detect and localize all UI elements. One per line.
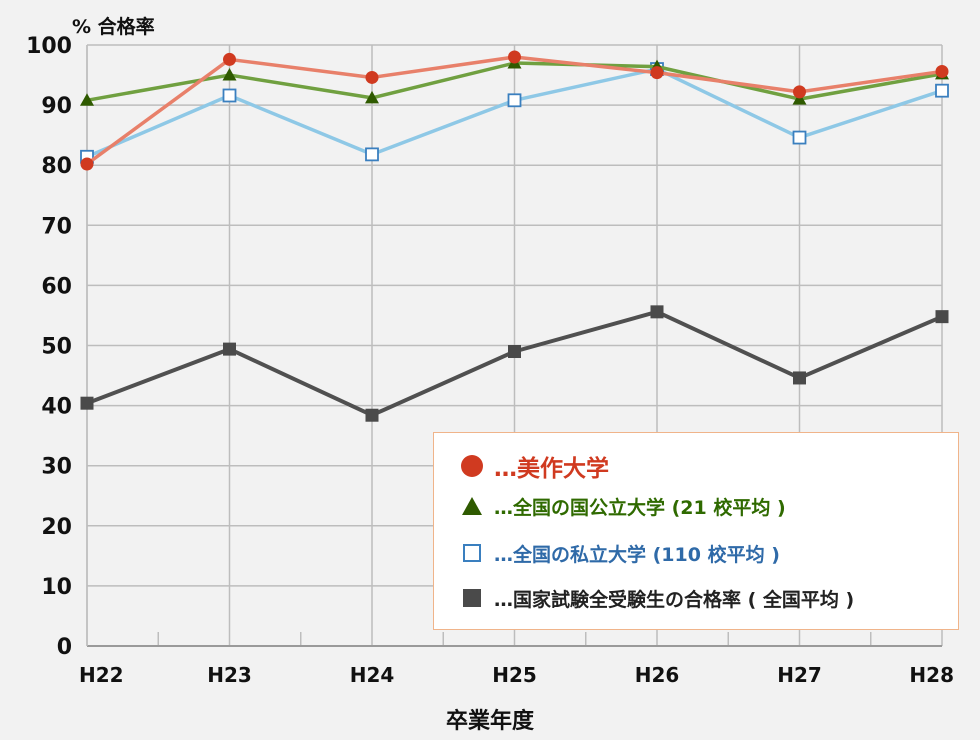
x-tick-label: H24 <box>350 663 395 687</box>
legend-label-mimasaka: …美作大学 <box>494 456 609 482</box>
x-tick-label: H26 <box>635 663 680 687</box>
y-tick-label: 90 <box>41 94 72 119</box>
y-tick-label: 80 <box>41 154 72 179</box>
data-point <box>935 64 949 78</box>
legend-item: …美作大学 <box>458 449 609 483</box>
data-point <box>650 305 664 319</box>
x-tick-label: H27 <box>777 663 822 687</box>
y-tick-label: 0 <box>57 635 72 660</box>
chart-axes: 0 10 20 30 40 50 60 70 80 90 100 H22 H23 H24 H25 H26 H27… <box>26 34 954 687</box>
y-axis-label: % 合格率 <box>72 15 155 38</box>
data-point <box>792 130 807 145</box>
data-point <box>508 345 521 359</box>
data-point <box>223 342 236 356</box>
legend-label-national-private: …全国の私立大学 (110 校平均 ) <box>494 543 780 566</box>
data-point <box>650 66 664 80</box>
data-point <box>365 70 379 84</box>
data-point <box>223 52 236 66</box>
x-tick-label: H28 <box>909 663 954 687</box>
y-tick-label: 100 <box>26 34 72 59</box>
legend-item: …国家試験全受験生の合格率 ( 全国平均 ) <box>458 584 854 612</box>
legend-label-national-public: …全国の国公立大学 (21 校平均 ) <box>494 496 786 519</box>
y-tick-label: 40 <box>41 395 72 420</box>
data-point <box>80 396 94 410</box>
square-marker-icon <box>458 584 486 612</box>
data-point <box>80 157 94 171</box>
data-point <box>365 147 379 162</box>
x-tick-label: H22 <box>79 663 124 687</box>
open-square-marker-icon <box>458 539 486 567</box>
data-point <box>508 50 521 64</box>
y-tick-label: 30 <box>41 455 72 480</box>
x-axis-label: 卒業年度 <box>446 708 535 734</box>
data-point <box>222 88 237 103</box>
data-point <box>222 68 237 81</box>
y-tick-label: 20 <box>41 515 72 540</box>
y-tick-label: 60 <box>41 274 72 299</box>
x-tick-label: H25 <box>492 663 537 687</box>
circle-marker-icon <box>458 452 486 480</box>
data-point <box>507 93 522 108</box>
data-point <box>793 85 806 99</box>
x-tick-label: H23 <box>207 663 252 687</box>
triangle-marker-icon <box>458 492 486 520</box>
y-tick-label: 10 <box>41 575 72 600</box>
data-point <box>793 371 806 385</box>
data-point <box>80 93 94 106</box>
y-tick-label: 70 <box>41 214 72 239</box>
chart-series <box>80 50 949 422</box>
data-point <box>935 83 949 98</box>
data-point <box>935 310 949 324</box>
legend-item: …全国の私立大学 (110 校平均 ) <box>458 539 780 567</box>
chart-legend: …美作大学 …全国の国公立大学 (21 校平均 ) …全国の私立大学 (110 … <box>433 432 959 630</box>
y-tick-label: 50 <box>41 335 72 360</box>
legend-item: …全国の国公立大学 (21 校平均 ) <box>458 492 786 520</box>
data-point <box>365 408 379 422</box>
data-point <box>365 90 379 104</box>
legend-label-all-examinees: …国家試験全受験生の合格率 ( 全国平均 ) <box>494 588 855 611</box>
